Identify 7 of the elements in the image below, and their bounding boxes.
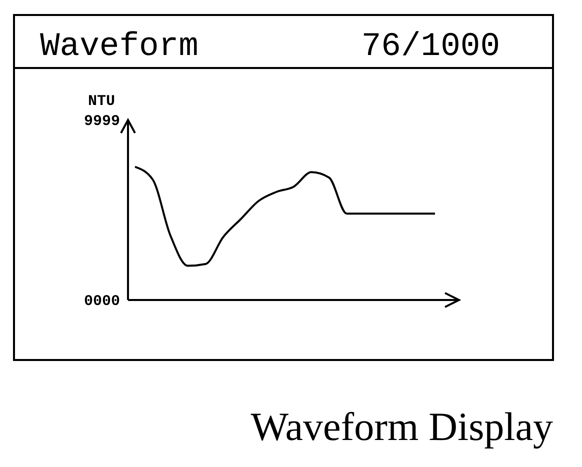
- y-axis-title: NTU: [88, 93, 116, 110]
- line-series: [134, 166, 436, 267]
- chart-title: Waveform: [40, 28, 198, 65]
- text: 76/1000: [361, 28, 500, 65]
- text: Waveform Display: [250, 404, 553, 449]
- y-tick-label: 9999: [84, 112, 120, 130]
- y-tick-label: 0000: [84, 292, 120, 310]
